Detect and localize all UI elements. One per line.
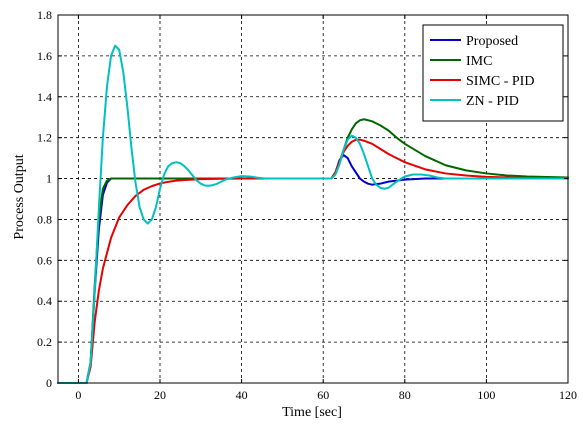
legend-label-imc: IMC <box>466 54 492 69</box>
tick-labels: 0 20 40 60 80 100 120 0 0.2 0.4 0.6 0.8 1 1.2 1.4 1.6 1.… <box>37 8 577 402</box>
y-axis-label: Process Output <box>12 154 27 239</box>
plot-frame <box>57 14 569 384</box>
x-tick-label: 120 <box>559 388 577 402</box>
y-tick-label: 0.8 <box>37 212 52 226</box>
x-tick-label: 40 <box>236 388 248 402</box>
x-tick-label: 60 <box>317 388 329 402</box>
x-tick-label: 20 <box>154 388 166 402</box>
y-tick-label: 1.6 <box>37 49 52 63</box>
x-tick-label: 100 <box>477 388 495 402</box>
legend-label-zn-pid: ZN - PID <box>466 94 519 109</box>
axes-box <box>57 14 569 384</box>
y-tick-label: 0.2 <box>37 335 52 349</box>
series-line-zn-pid <box>57 44 569 384</box>
y-tick-label: 0.6 <box>37 253 52 267</box>
y-tick-label: 1 <box>46 172 52 186</box>
x-tick-label: 0 <box>75 388 81 402</box>
y-tick-label: 1.4 <box>37 90 52 104</box>
tick-marks <box>58 14 569 384</box>
y-tick-label: 1.8 <box>37 8 52 22</box>
y-tick-label: 0.4 <box>37 294 52 308</box>
y-tick-label: 0 <box>46 376 52 390</box>
legend-label-simc-pid: SIMC - PID <box>466 74 534 89</box>
legend-label-proposed: Proposed <box>466 34 518 49</box>
x-tick-label: 80 <box>399 388 411 402</box>
y-tick-label: 1.2 <box>37 131 52 145</box>
legend: Proposed IMC SIMC - PID ZN - PID <box>422 24 564 122</box>
series-layer <box>57 44 569 384</box>
x-axis-label: Time [sec] <box>282 405 342 420</box>
